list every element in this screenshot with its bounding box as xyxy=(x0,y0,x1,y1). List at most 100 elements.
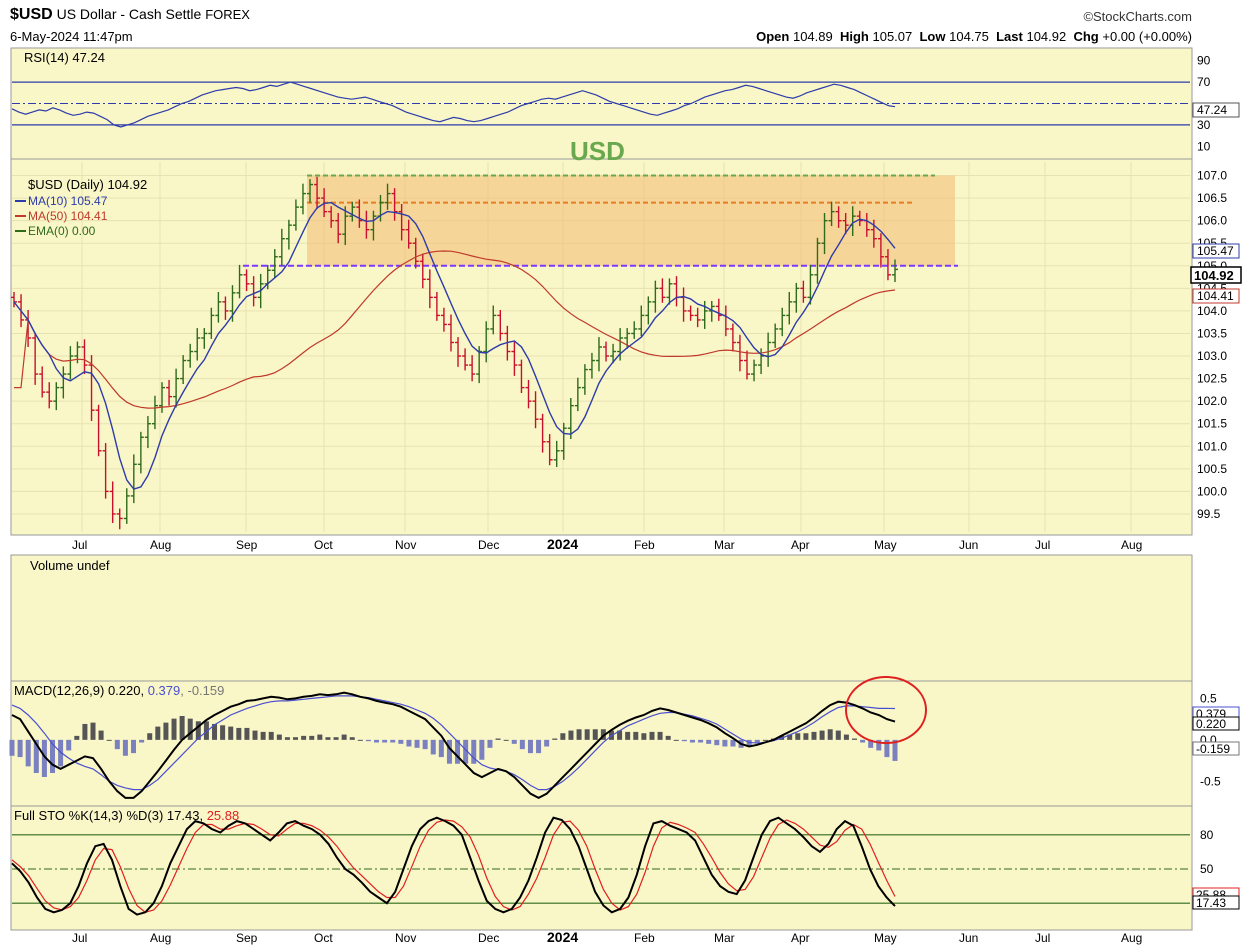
usd-annotation: USD xyxy=(570,136,625,166)
price-candle xyxy=(243,269,250,292)
price-candle xyxy=(159,382,166,413)
macd-hist-bar xyxy=(657,731,663,740)
price-candle xyxy=(32,332,39,385)
macd-hist-bar xyxy=(438,739,444,758)
macd-hist-bar xyxy=(82,723,88,740)
price-candle xyxy=(729,323,736,352)
macd-hist-bar xyxy=(357,739,363,741)
macd-hist-bar xyxy=(714,739,720,746)
price-candle xyxy=(581,364,588,395)
price-candle xyxy=(285,219,292,250)
macd-hist-bar xyxy=(536,739,542,754)
macd-hist-bar xyxy=(787,734,793,740)
svg-text:17.43: 17.43 xyxy=(1196,896,1226,910)
price-candle xyxy=(335,212,342,244)
price-candle xyxy=(525,379,532,409)
month-label: Dec xyxy=(478,538,499,552)
low-value: 104.75 xyxy=(949,29,989,44)
month-label: Feb xyxy=(634,931,655,945)
price-candle xyxy=(370,210,377,241)
macd-hist-bar xyxy=(576,729,582,740)
price-candle xyxy=(67,346,74,380)
price-candle xyxy=(469,355,476,382)
stochastic-panel-bg xyxy=(10,805,1193,931)
macd-hist-bar xyxy=(527,739,533,754)
price-tick: 100.5 xyxy=(1197,462,1227,476)
macd-hist-bar xyxy=(706,739,712,744)
month-label: 2024 xyxy=(547,536,578,552)
rsi-tick: 70 xyxy=(1197,75,1211,89)
macd-hist-bar xyxy=(9,739,15,756)
price-candle xyxy=(60,366,67,399)
macd-hist-bar xyxy=(349,737,355,740)
brand-logo: ©StockCharts.com xyxy=(1083,9,1192,24)
price-candle xyxy=(772,323,779,348)
sto-k-badge: 17.43 xyxy=(1192,895,1240,910)
macd-hist-bar xyxy=(552,738,558,740)
macd-hist-bar xyxy=(260,731,266,740)
month-label: Apr xyxy=(791,538,810,552)
price-tick: 99.5 xyxy=(1197,507,1221,521)
price-candle xyxy=(821,212,828,255)
macd-hist-bar xyxy=(811,731,817,740)
price-candle xyxy=(194,328,201,361)
price-candle xyxy=(610,343,617,364)
price-candle xyxy=(701,300,708,329)
price-candle xyxy=(201,328,208,349)
month-label: May xyxy=(874,538,897,552)
macd-hist-bar xyxy=(860,739,866,743)
price-candle xyxy=(342,206,349,246)
month-axis-top: Jul Aug Sep Oct Nov Dec 2024 Feb Mar Apr May Jun Jul… xyxy=(72,536,1142,552)
month-label: Jul xyxy=(1035,931,1050,945)
price-candle xyxy=(574,377,581,412)
instrument-name: US Dollar - Cash Settle xyxy=(56,6,202,22)
month-label: Jun xyxy=(959,538,978,552)
macd-signal-line xyxy=(11,695,896,791)
macd-hist-bar xyxy=(503,739,509,741)
price-candle xyxy=(687,305,694,321)
price-candle xyxy=(715,298,722,321)
rsi-legend: RSI(14) 47.24 xyxy=(24,50,105,65)
price-candle xyxy=(497,310,504,341)
price-candle xyxy=(426,269,433,309)
price-candle xyxy=(532,391,539,429)
month-axis-bottom: Jul Aug Sep Oct Nov Dec 2024 Feb Mar Apr May Jun Jul… xyxy=(72,929,1142,945)
macd-hist-bar xyxy=(455,739,461,764)
macd-hist-bar xyxy=(195,721,201,740)
price-candle xyxy=(560,422,567,460)
price-candle xyxy=(490,305,497,335)
macd-hist-bar xyxy=(139,739,145,743)
price-candle xyxy=(835,206,842,228)
price-tick: 101.0 xyxy=(1197,439,1227,453)
price-candle xyxy=(236,264,243,299)
price-candle xyxy=(884,249,891,281)
month-label: Apr xyxy=(791,931,810,945)
month-label: Jul xyxy=(72,538,87,552)
rsi-last-badge: 47.24 xyxy=(1192,102,1240,118)
macd-hist-bar xyxy=(625,731,631,740)
price-candle xyxy=(518,359,525,394)
price-candle xyxy=(250,276,257,307)
price-candle xyxy=(151,395,158,430)
macd-hist-bar xyxy=(325,737,331,740)
month-label: Jun xyxy=(959,931,978,945)
macd-hist-bar xyxy=(414,739,420,748)
price-candle xyxy=(144,416,151,449)
macd-hist-bar xyxy=(406,739,412,747)
price-candle xyxy=(278,228,285,266)
macd-hist-bar xyxy=(422,739,428,750)
price-tick: 104.0 xyxy=(1197,304,1227,318)
price-candle xyxy=(222,296,229,320)
macd-hist-bar xyxy=(171,718,177,740)
macd-legend: MACD(12,26,9) 0.220, 0.379, -0.159 xyxy=(14,683,224,698)
price-candle xyxy=(842,212,849,235)
volume-panel: Volume undef xyxy=(10,554,1193,682)
macd-hist-bar xyxy=(98,730,104,740)
macd-hist-bar xyxy=(374,739,380,743)
price-candle xyxy=(187,343,194,368)
svg-text:-0.159: -0.159 xyxy=(1196,742,1230,756)
month-label: Nov xyxy=(395,931,416,945)
macd-hist-bar xyxy=(147,733,153,740)
price-candle xyxy=(800,280,807,303)
price-candle xyxy=(433,291,440,321)
